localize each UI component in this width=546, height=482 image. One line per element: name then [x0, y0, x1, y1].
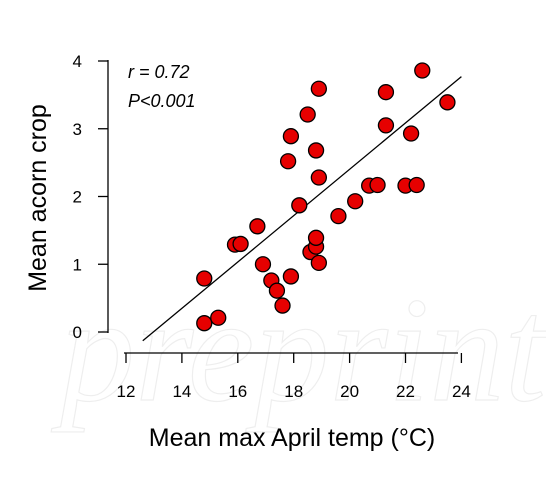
- p-value-annotation: P<0.001: [128, 91, 196, 111]
- correlation-annotation: r = 0.72: [128, 62, 190, 82]
- data-point: [291, 197, 308, 214]
- watermark: preprint: [51, 267, 546, 433]
- data-point: [377, 117, 395, 134]
- data-point: [232, 235, 249, 253]
- data-point: [402, 125, 420, 142]
- x-tick-label: 12: [117, 382, 136, 401]
- data-point: [210, 309, 227, 326]
- data-point: [254, 256, 272, 273]
- data-point: [310, 169, 328, 186]
- data-point: [268, 282, 286, 299]
- y-tick-label: 4: [73, 52, 82, 71]
- data-point: [408, 176, 425, 194]
- data-point: [330, 207, 347, 225]
- data-point: [249, 218, 266, 235]
- data-point: [377, 84, 395, 101]
- x-tick-label: 22: [396, 382, 415, 401]
- y-tick-label: 3: [73, 120, 82, 139]
- data-point: [196, 315, 213, 332]
- x-tick-label: 20: [340, 382, 359, 401]
- data-point: [310, 80, 328, 97]
- x-tick-label: 24: [452, 382, 471, 401]
- data-point: [299, 106, 316, 123]
- x-tick-label: 14: [172, 382, 191, 401]
- data-points: [196, 62, 456, 332]
- data-point: [282, 128, 300, 145]
- data-point: [196, 270, 213, 287]
- data-point: [274, 297, 291, 314]
- data-point: [279, 153, 297, 170]
- data-point: [439, 94, 456, 111]
- data-point: [307, 229, 325, 246]
- data-point: [347, 193, 364, 210]
- y-tick-label: 2: [73, 188, 82, 207]
- x-axis-title: Mean max April temp (°C): [149, 424, 435, 452]
- data-point: [282, 268, 300, 285]
- data-point: [310, 254, 328, 272]
- y-tick-label: 1: [73, 255, 82, 274]
- data-point: [414, 62, 431, 79]
- data-point: [369, 176, 386, 194]
- x-tick-label: 16: [228, 382, 247, 401]
- y-tick-label: 0: [73, 323, 82, 342]
- data-point: [307, 142, 325, 159]
- y-axis-title: Mean acorn crop: [24, 104, 52, 292]
- x-tick-label: 18: [284, 382, 303, 401]
